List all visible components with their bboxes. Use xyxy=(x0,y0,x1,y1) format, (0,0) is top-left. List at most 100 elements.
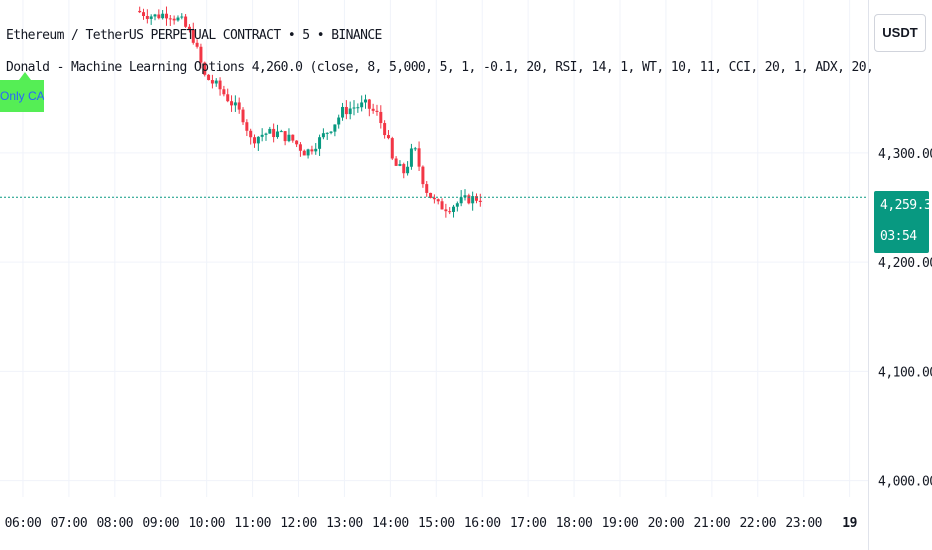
candle-body xyxy=(421,166,425,185)
candle-body xyxy=(402,164,406,174)
candle-body xyxy=(168,18,172,20)
candle-body xyxy=(310,149,314,152)
candle-body xyxy=(390,138,394,159)
candle-body xyxy=(279,131,283,133)
candle-body xyxy=(425,184,429,193)
candle-body xyxy=(298,144,302,151)
indicator-legend[interactable]: Donald - Machine Learning Options 4,260.… xyxy=(6,60,876,75)
candle-body xyxy=(367,99,371,109)
candle-body xyxy=(360,102,364,108)
candle-body xyxy=(184,16,188,27)
x-tick-label: 10:00 xyxy=(188,516,225,531)
candle-body xyxy=(325,132,329,134)
last-price-value: 4,259.38 xyxy=(880,198,932,213)
x-tick-label: 06:00 xyxy=(5,516,42,531)
candle-body xyxy=(199,46,203,63)
candle-body xyxy=(432,197,436,200)
candle-body xyxy=(314,148,318,152)
candle-body xyxy=(463,195,467,198)
candle-body xyxy=(429,192,433,198)
up-arrow-icon xyxy=(19,72,31,80)
candle-body xyxy=(337,117,341,125)
candle-body xyxy=(398,164,402,166)
x-tick-label: 12:00 xyxy=(280,516,317,531)
candle-body xyxy=(371,108,375,111)
x-tick-label: 19:00 xyxy=(602,516,639,531)
candle-body xyxy=(161,13,165,19)
candle-body xyxy=(203,62,207,75)
candle-body xyxy=(352,107,356,109)
candle-body xyxy=(478,200,482,202)
candle-body xyxy=(195,42,199,47)
candle-body xyxy=(394,158,398,166)
candle-body xyxy=(375,110,379,112)
candle-body xyxy=(214,80,218,84)
candle-body xyxy=(245,122,249,131)
x-tick-label: 11:00 xyxy=(234,516,271,531)
x-tick-label: 20:00 xyxy=(648,516,685,531)
candle-body xyxy=(149,16,153,19)
candle-body xyxy=(291,134,295,141)
y-tick-label: 4,200.00 xyxy=(878,256,932,271)
x-tick-label: 23:00 xyxy=(785,516,822,531)
x-tick-label: 13:00 xyxy=(326,516,363,531)
candle-body xyxy=(321,133,325,138)
candle-body xyxy=(157,14,161,19)
candle-body xyxy=(164,13,168,19)
candle-body xyxy=(230,101,234,106)
candle-body xyxy=(452,206,456,212)
x-tick-label: 09:00 xyxy=(142,516,179,531)
bar-countdown: 03:54 xyxy=(880,229,917,244)
x-tick-label: 15:00 xyxy=(418,516,455,531)
candle-body xyxy=(237,102,241,110)
chart-grid xyxy=(0,0,869,550)
symbol-title[interactable]: Ethereum / TetherUS PERPETUAL CONTRACT •… xyxy=(6,28,382,43)
candle-body xyxy=(341,106,345,118)
candle-body xyxy=(333,124,337,132)
candle-body xyxy=(218,80,222,90)
candle-body xyxy=(272,128,276,138)
x-tick-label: 19 xyxy=(842,516,857,531)
candle-body xyxy=(249,130,253,138)
candle-body xyxy=(172,18,176,21)
candle-body xyxy=(383,123,387,136)
y-tick-label: 4,000.00 xyxy=(878,475,932,490)
candle-body xyxy=(283,131,287,142)
x-tick-label: 07:00 xyxy=(51,516,88,531)
last-price-tag: 4,259.38 03:54 xyxy=(874,191,932,253)
candle-body xyxy=(226,94,230,102)
candle-body xyxy=(256,136,260,144)
signal-label: Only CALL xyxy=(0,80,44,112)
candle-body xyxy=(191,29,195,43)
candle-body xyxy=(318,137,322,149)
candlestick-series xyxy=(138,6,482,218)
candle-body xyxy=(222,89,226,95)
candle-body xyxy=(474,196,478,201)
time-axis[interactable]: 06:00 07:00 08:00 09:00 10:00 11:00 12:00 13:00… xyxy=(5,516,858,531)
candle-body xyxy=(406,166,410,174)
candle-body xyxy=(295,140,299,145)
candle-body xyxy=(348,108,352,115)
x-tick-label: 22:00 xyxy=(739,516,776,531)
candle-body xyxy=(180,16,184,18)
candle-body xyxy=(409,148,413,167)
currency-button[interactable]: USDT xyxy=(874,14,926,52)
x-tick-label: 16:00 xyxy=(464,516,501,531)
y-tick-label: 4,100.00 xyxy=(878,365,932,380)
candle-body xyxy=(142,12,146,16)
candle-body xyxy=(253,137,257,144)
candle-body xyxy=(268,128,272,134)
candle-body xyxy=(471,196,475,204)
candle-body xyxy=(455,203,459,207)
candle-body xyxy=(444,209,448,212)
candle-body xyxy=(329,131,333,133)
candle-body xyxy=(260,134,264,137)
x-tick-label: 17:00 xyxy=(510,516,547,531)
x-tick-label: 08:00 xyxy=(96,516,133,531)
x-tick-label: 21:00 xyxy=(694,516,731,531)
price-axis[interactable]: 4,000.00 4,100.00 4,200.00 4,300.00 xyxy=(878,147,932,490)
candle-body xyxy=(233,102,237,106)
candle-body xyxy=(356,107,360,109)
candle-body xyxy=(138,10,142,13)
